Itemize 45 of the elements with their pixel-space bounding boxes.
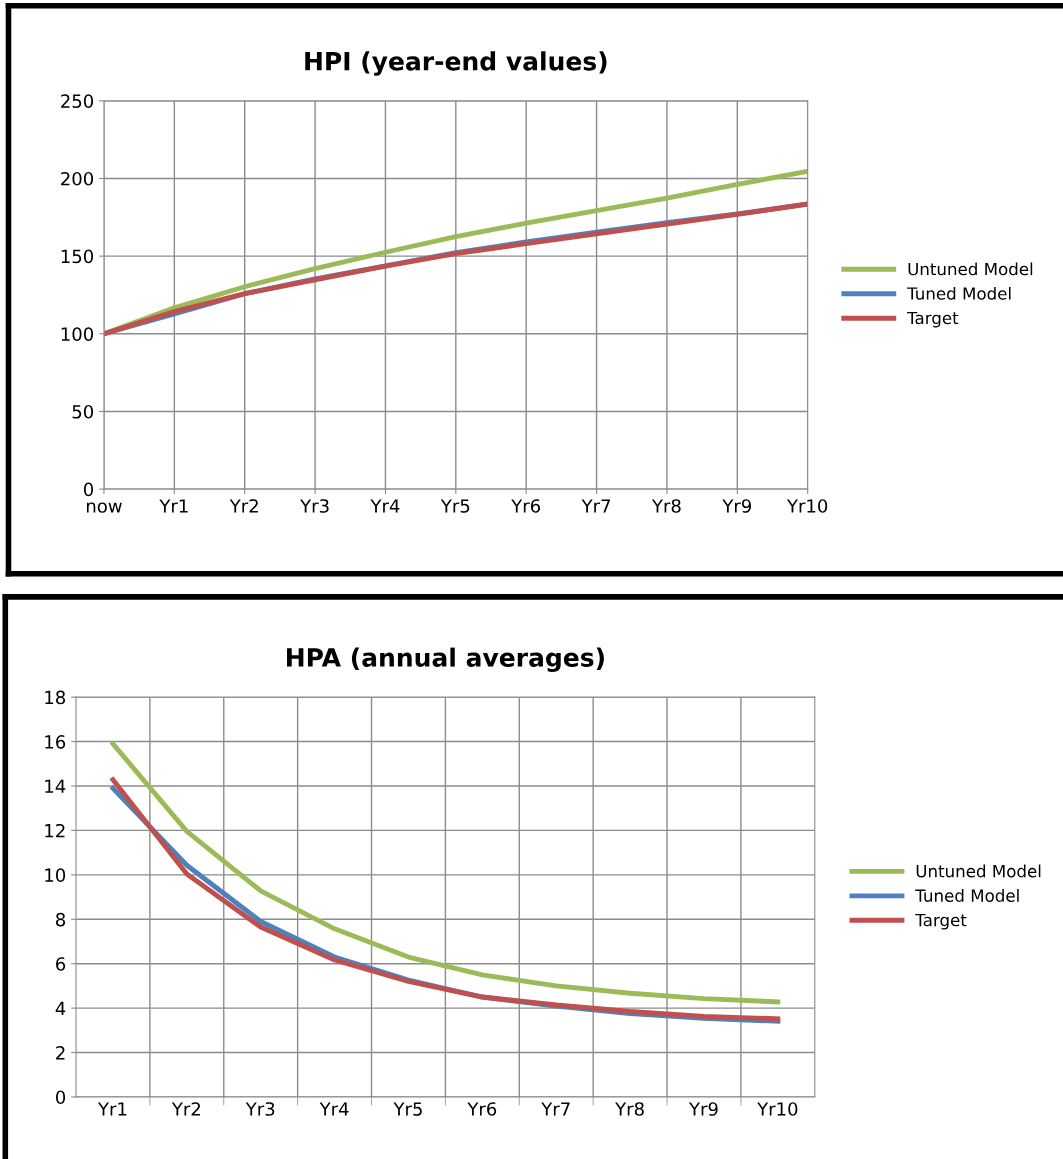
y-tick-label: 250 xyxy=(61,94,94,108)
x-tick-label: Yr5 xyxy=(393,1102,422,1116)
x-tick-label: Yr6 xyxy=(467,1102,497,1116)
legend-label: Tuned Model xyxy=(915,889,1019,902)
legend-label: Target xyxy=(915,913,967,930)
legend-label: Untuned Model xyxy=(916,864,1041,878)
y-tick-label: 16 xyxy=(45,735,66,749)
legend-label: Tuned Model xyxy=(907,286,1011,300)
x-tick-label: Yr4 xyxy=(370,499,400,513)
x-tick-label: Yr8 xyxy=(651,499,681,513)
x-tick-label: Yr7 xyxy=(581,499,610,513)
y-tick-label: 0 xyxy=(55,1090,66,1105)
y-tick-label: 14 xyxy=(45,779,66,793)
x-tick-label: Yr1 xyxy=(97,1102,127,1116)
y-tick-label: 200 xyxy=(61,171,94,186)
y-tick-label: 18 xyxy=(45,690,66,705)
x-tick-label: Yr10 xyxy=(786,499,828,513)
x-tick-label: Yr4 xyxy=(319,1102,349,1116)
x-tick-label: Yr5 xyxy=(440,499,470,513)
x-tick-label: Yr9 xyxy=(688,1102,718,1116)
y-tick-label: 12 xyxy=(45,823,65,838)
chart-title: HPI (year-end values) xyxy=(305,51,607,76)
y-tick-label: 50 xyxy=(72,404,94,419)
x-tick-label: Yr8 xyxy=(615,1102,644,1116)
x-tick-label: Yr10 xyxy=(757,1102,798,1116)
x-tick-label: Yr9 xyxy=(722,499,751,513)
x-tick-label: Yr7 xyxy=(541,1102,570,1116)
x-tick-label: now xyxy=(86,502,122,513)
y-tick-label: 100 xyxy=(61,327,94,341)
legend-label: Untuned Model xyxy=(908,262,1033,276)
x-tick-label: Yr6 xyxy=(511,499,541,513)
y-tick-label: 8 xyxy=(56,912,66,927)
x-tick-label: Yr3 xyxy=(245,1102,275,1116)
x-tick-label: Yr3 xyxy=(300,499,329,513)
y-tick-label: 6 xyxy=(56,957,66,971)
y-tick-label: 10 xyxy=(45,868,66,882)
x-tick-label: Yr1 xyxy=(159,499,188,513)
chart-title: HPA (annual averages) xyxy=(287,647,604,672)
legend-label: Target xyxy=(907,311,959,328)
y-tick-label: 0 xyxy=(83,482,94,497)
x-tick-label: Yr2 xyxy=(171,1102,200,1116)
y-tick-label: 2 xyxy=(56,1046,65,1060)
y-tick-label: 4 xyxy=(55,1001,66,1015)
x-tick-label: Yr2 xyxy=(229,499,258,513)
y-tick-label: 150 xyxy=(61,249,94,264)
